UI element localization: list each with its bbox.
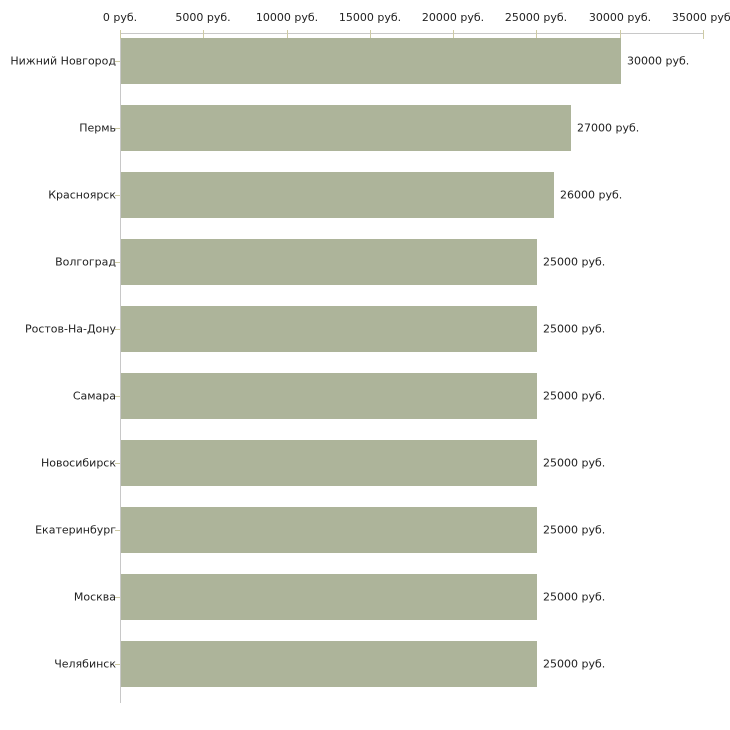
y-axis-tick [115,597,120,598]
value-label: 25000 руб. [543,456,606,470]
category-label: Екатеринбург [35,523,116,537]
x-axis-tick-label: 20000 руб. [421,11,485,24]
x-axis-tick-label: 0 руб. [102,11,138,24]
x-axis-tick-label: 35000 руб. [671,11,730,24]
y-axis-tick [115,664,120,665]
value-label: 26000 руб. [560,188,623,202]
y-axis-tick [115,530,120,531]
bar [121,373,537,419]
value-label: 30000 руб. [627,54,690,68]
y-axis-tick [115,262,120,263]
category-label: Самара [72,389,116,403]
value-label: 25000 руб. [543,523,606,537]
x-axis-tick [370,30,371,39]
y-axis-tick [115,463,120,464]
x-axis-tick [287,30,288,39]
value-label: 25000 руб. [543,322,606,336]
x-axis-tick [703,30,704,39]
x-axis-tick [453,30,454,39]
category-label: Ростов-На-Дону [24,322,116,336]
value-label: 25000 руб. [543,657,606,671]
y-axis-tick [115,128,120,129]
x-axis-tick [620,30,621,39]
x-axis-tick-label: 5000 руб. [175,11,231,24]
bar [121,641,537,687]
bar [121,440,537,486]
value-label: 25000 руб. [543,389,606,403]
category-label: Нижний Новгород [10,54,116,68]
y-axis-line [120,33,121,703]
bar [121,306,537,352]
category-label: Москва [73,590,116,604]
bar [121,38,621,84]
y-axis-tick [115,329,120,330]
bar [121,507,537,553]
x-axis-tick [203,30,204,39]
value-label: 27000 руб. [577,121,640,135]
bar [121,574,537,620]
value-label: 25000 руб. [543,590,606,604]
x-axis-line [120,33,703,34]
y-axis-tick [115,195,120,196]
bar [121,239,537,285]
bar [121,105,571,151]
x-axis-tick-label: 10000 руб. [255,11,319,24]
bar [121,172,554,218]
x-axis-tick [536,30,537,39]
category-label: Волгоград [55,255,116,269]
x-axis-tick [120,30,121,39]
x-axis-tick-label: 25000 руб. [504,11,568,24]
category-label: Челябинск [54,657,116,671]
y-axis-tick [115,61,120,62]
y-axis-tick [115,396,120,397]
value-label: 25000 руб. [543,255,606,269]
x-axis-tick-label: 15000 руб. [338,11,402,24]
category-label: Красноярск [48,188,116,202]
category-label: Новосибирск [40,456,116,470]
category-label: Пермь [79,121,116,135]
x-axis-tick-label: 30000 руб. [588,11,652,24]
